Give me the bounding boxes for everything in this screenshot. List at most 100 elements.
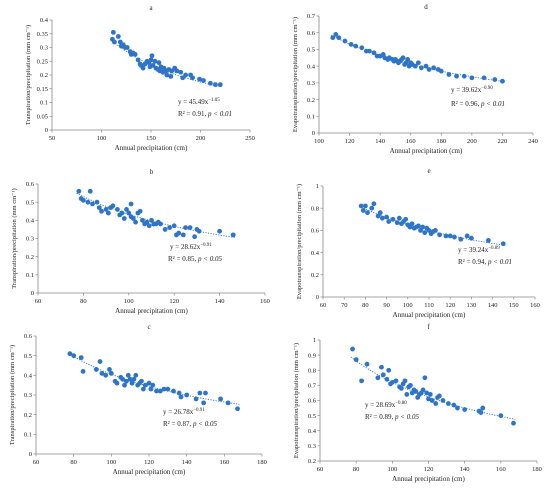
fit-r2-value: R² = 0.96,	[451, 100, 481, 108]
data-point	[201, 78, 206, 83]
data-point	[437, 232, 442, 238]
data-point	[148, 386, 154, 392]
data-point	[196, 228, 202, 234]
data-point	[193, 396, 199, 402]
data-point	[133, 219, 139, 225]
x-tick-label: 160	[260, 298, 270, 305]
x-tick-label: 100	[124, 298, 134, 305]
x-tick-label: 130	[467, 302, 477, 309]
data-point	[454, 73, 459, 79]
fit-r2-value: R² = 0.89,	[365, 413, 395, 421]
x-tick-label: 150	[146, 135, 156, 142]
x-tick-label: 220	[498, 138, 508, 145]
data-point	[225, 400, 231, 406]
data-point	[197, 390, 203, 396]
x-tick-label: 60	[35, 298, 42, 305]
data-point	[183, 225, 188, 230]
fit-equation: y = 39.24x−0.89	[458, 246, 500, 254]
data-point	[433, 401, 439, 406]
data-point	[377, 210, 383, 216]
fit-equation-exponent: −0.90	[481, 86, 493, 91]
x-tick-label: 200	[196, 135, 206, 142]
data-point	[218, 396, 223, 402]
data-point	[461, 73, 467, 79]
data-point	[149, 217, 154, 223]
fit-r2-value: R² = 0.87,	[163, 420, 193, 428]
data-point	[132, 51, 138, 57]
y-tick-label: 0	[31, 290, 34, 297]
data-point	[103, 372, 109, 378]
data-point	[436, 393, 442, 399]
fit-equation-exponent: −0.91	[200, 243, 212, 248]
chart-panel-b: b 60 80 100 120 140 160 0 0.1 0.2 0.3 0.4 0.5 0.6 Annu…	[0, 160, 270, 322]
y-tick-label: 0	[45, 127, 48, 134]
data-point	[87, 188, 93, 194]
x-tick-label: 80	[353, 466, 360, 473]
data-point	[212, 82, 218, 88]
data-point	[201, 400, 207, 406]
y-tick-label: 0.8	[311, 205, 319, 212]
data-point	[447, 233, 453, 239]
y-tick-label: 0.4	[311, 250, 320, 257]
data-point	[445, 401, 451, 406]
x-tick-label: 80	[70, 459, 77, 466]
x-tick-label: 140	[375, 138, 385, 145]
fit-r2: R² = 0.94, p < 0.01	[458, 258, 512, 266]
data-point	[150, 382, 156, 388]
fit-equation: y = 39.62x−0.90	[451, 86, 493, 94]
y-tick-label: 0.4	[40, 17, 49, 24]
data-point	[379, 364, 384, 370]
data-point	[90, 201, 95, 207]
x-tick-label: 250	[245, 135, 255, 142]
data-point	[139, 378, 144, 384]
data-point	[469, 75, 475, 81]
data-point	[165, 386, 171, 392]
data-point	[171, 223, 177, 229]
y-tick-label: 0	[29, 451, 32, 458]
data-point	[133, 372, 139, 378]
data-point	[386, 367, 392, 373]
trend-line	[350, 356, 516, 420]
data-point	[379, 215, 385, 221]
x-tick-label: 150	[509, 302, 519, 309]
data-point	[178, 394, 184, 400]
data-point	[400, 55, 406, 61]
x-tick-label: 180	[257, 459, 267, 466]
data-point	[114, 380, 120, 386]
data-point	[348, 42, 354, 47]
data-point	[154, 388, 159, 394]
data-point	[99, 208, 104, 214]
data-point	[128, 201, 134, 207]
y-tick-label: 0.2	[24, 412, 32, 419]
y-tick-label: 0.6	[24, 333, 33, 340]
data-point	[380, 372, 386, 378]
data-point	[481, 75, 487, 81]
panel-label: e	[427, 167, 430, 175]
chart-panel-d: d 100 120 140 160 180 200 220 240 0 0.1 0.2 0.3 0.4 0.…	[275, 0, 550, 160]
y-axis-title: Transpiration/precipitation (mm cm⁻¹)	[11, 188, 18, 288]
data-point	[140, 217, 145, 223]
data-point	[115, 207, 120, 212]
data-point	[384, 376, 390, 382]
data-point	[208, 80, 213, 86]
data-point	[426, 67, 432, 72]
data-point	[174, 68, 180, 74]
data-point	[359, 45, 365, 51]
y-tick-label: 0.6	[311, 228, 320, 235]
fit-p-value: p < 0.01	[480, 100, 505, 108]
data-point	[409, 221, 415, 227]
panel-label: b	[150, 168, 154, 176]
x-tick-label: 100	[387, 466, 397, 473]
data-point	[230, 232, 236, 238]
data-point	[67, 351, 73, 357]
data-point	[492, 77, 498, 82]
data-point	[333, 31, 339, 37]
fit-equation: y = 28.62x−0.91	[170, 243, 212, 251]
data-point	[363, 203, 368, 209]
data-point	[152, 58, 158, 64]
data-point	[369, 205, 375, 211]
fit-equation-exponent: −0.91	[193, 408, 205, 413]
data-point	[422, 230, 428, 236]
x-tick-label: 120	[445, 302, 455, 309]
x-tick-label: 60	[317, 466, 324, 473]
